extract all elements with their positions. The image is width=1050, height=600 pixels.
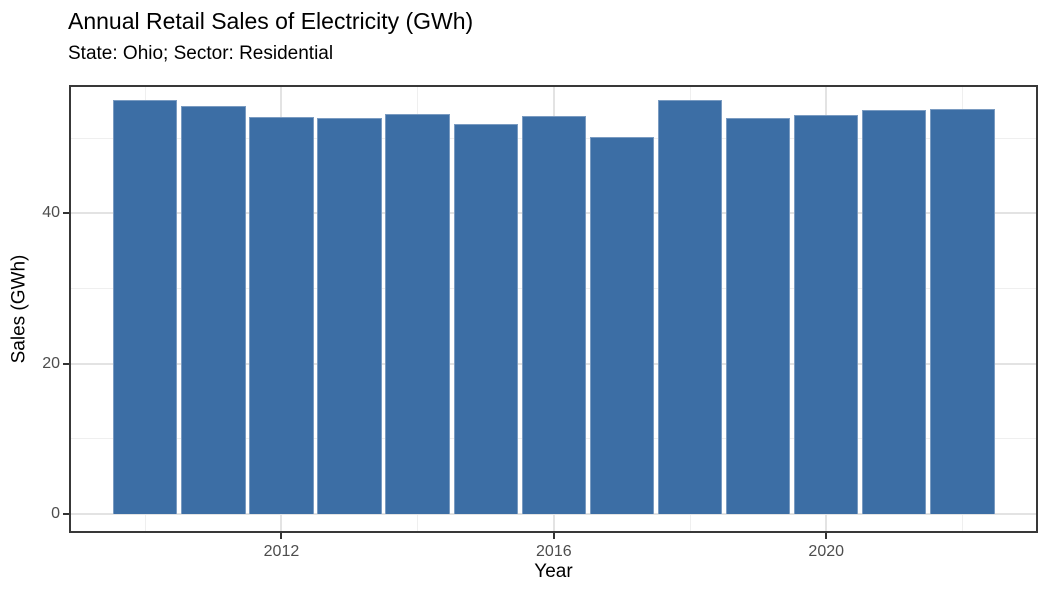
y-axis-title: Sales (GWh) xyxy=(8,254,29,364)
y-tick-label: 0 xyxy=(51,504,60,522)
x-tick-label: 2012 xyxy=(263,543,300,560)
bar-2017 xyxy=(589,136,655,514)
bar-2021 xyxy=(862,110,927,514)
x-tick xyxy=(552,533,555,539)
y-tick xyxy=(63,512,69,515)
y-tick xyxy=(63,362,69,365)
bar-2013 xyxy=(317,117,382,514)
y-axis-title-box: Sales (GWh) xyxy=(6,85,32,533)
chart-title: Annual Retail Sales of Electricity (GWh) xyxy=(68,8,474,34)
x-tick-label: 2020 xyxy=(808,543,845,560)
bar-2020 xyxy=(794,115,859,514)
y-tick-label: 40 xyxy=(42,204,60,222)
x-axis-title: Year xyxy=(534,561,573,582)
bar-2019 xyxy=(725,117,791,514)
x-tick-label: 2016 xyxy=(536,543,572,560)
bar-2022 xyxy=(930,108,995,514)
bar-2014 xyxy=(385,113,450,514)
plot-panel xyxy=(69,85,1038,533)
bar-2011 xyxy=(181,106,246,514)
bar-2016 xyxy=(521,116,586,514)
y-tick xyxy=(63,212,69,215)
bar-2018 xyxy=(657,99,723,514)
bar-2010 xyxy=(113,100,178,514)
bar-2012 xyxy=(249,116,314,514)
bar-2015 xyxy=(453,123,518,514)
y-tick-label: 20 xyxy=(42,354,60,372)
chart-subtitle: State: Ohio; Sector: Residential xyxy=(68,43,334,64)
x-tick xyxy=(825,533,828,539)
x-tick xyxy=(280,533,283,539)
